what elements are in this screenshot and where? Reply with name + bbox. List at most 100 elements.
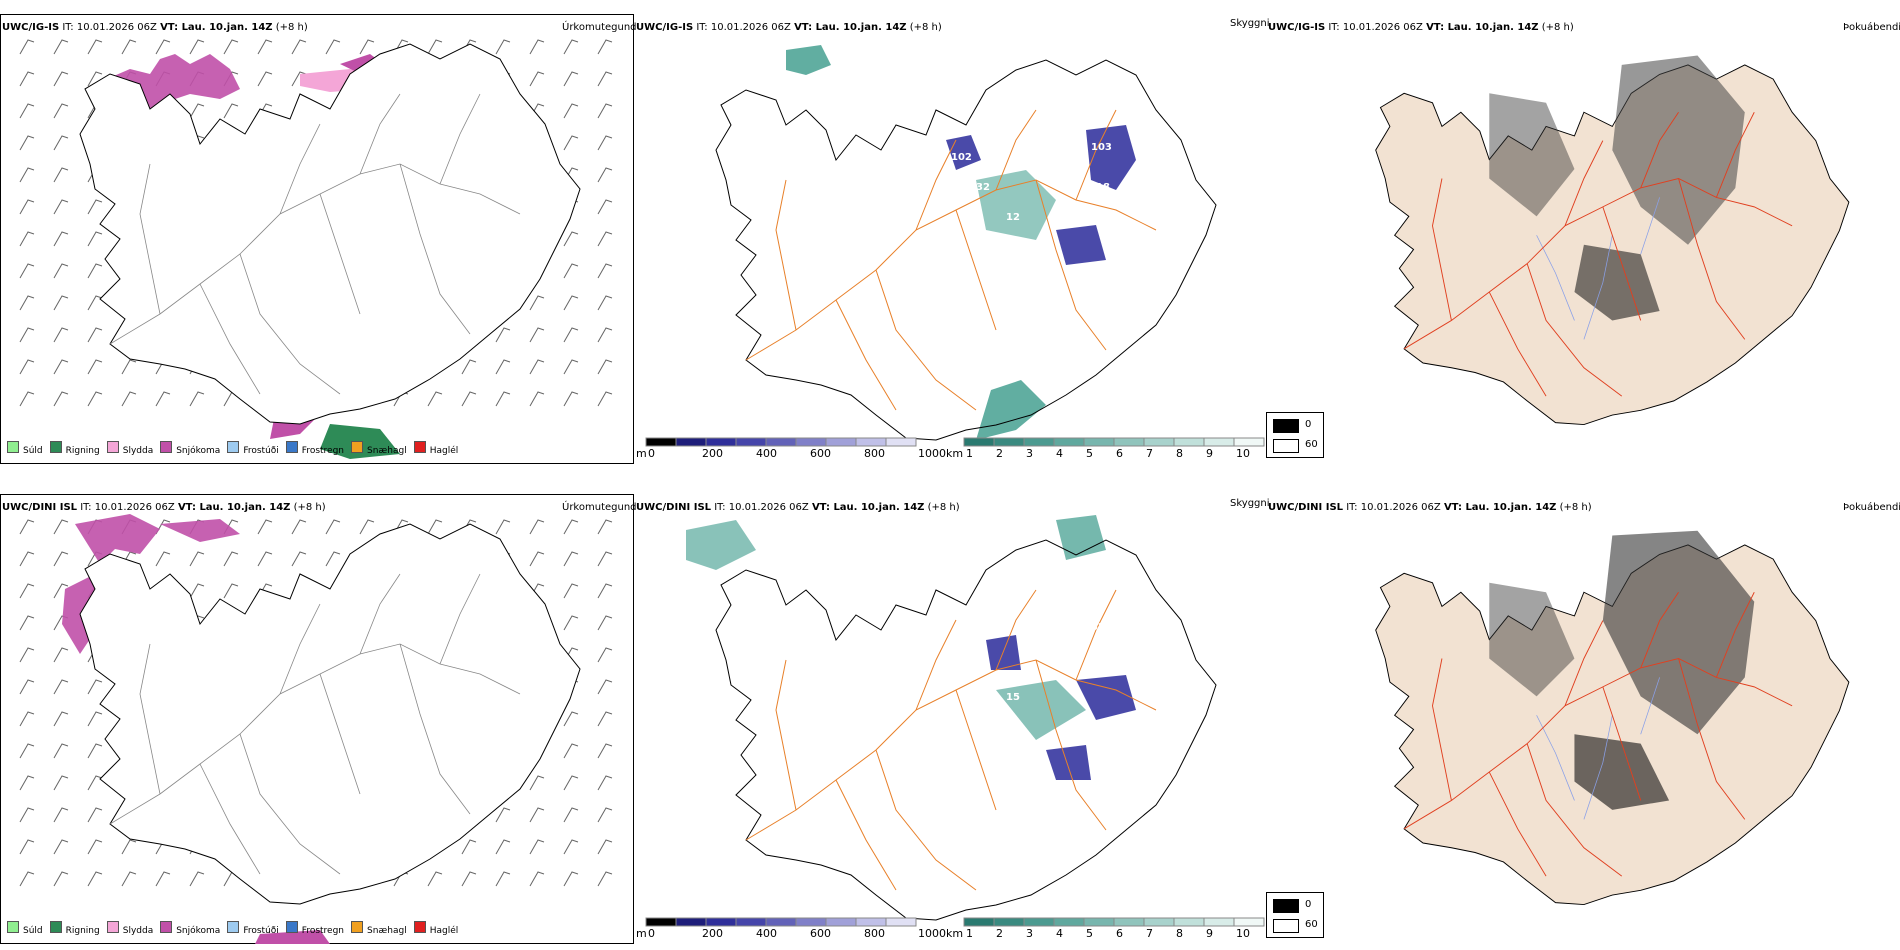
wind-barb (597, 231, 613, 247)
colorbar-tick: 200 (702, 927, 723, 940)
wind-barb (563, 711, 579, 727)
colorbar-tick: 3 (1026, 447, 1033, 460)
wind-barb (291, 39, 307, 55)
colorbar-segment (855, 917, 887, 927)
colorbar-tick: 9 (1206, 447, 1213, 460)
init-time: IT: 10.01.2026 06Z (696, 22, 791, 33)
wind-barb (495, 39, 511, 55)
valid-time: Lau. 10.jan. 14Z (181, 22, 273, 33)
wind-barb (19, 551, 35, 567)
wind-barb (121, 39, 137, 55)
wind-barb (53, 647, 69, 663)
colorbar-tick: 2 (996, 447, 1003, 460)
wind-barb (121, 839, 137, 855)
wind-barb (427, 519, 443, 535)
visibility-value-label: 77 (751, 77, 765, 88)
wind-barb (53, 583, 69, 599)
wind-barb (461, 871, 477, 887)
lead-time: (+8 h) (927, 502, 960, 513)
wind-barb (597, 295, 613, 311)
model-name: UWC/IG-IS (1268, 22, 1326, 33)
colorbar-tick: 1 (966, 447, 973, 460)
wind-barb (563, 775, 579, 791)
roads (109, 573, 521, 875)
wind-barb (87, 359, 103, 375)
wind-barb (597, 359, 613, 375)
wind-barb (19, 839, 35, 855)
wind-barb (563, 519, 579, 535)
wind-barb (563, 39, 579, 55)
wind-barb (53, 775, 69, 791)
valid-time-label: VT: (160, 22, 182, 33)
wind-barb (189, 39, 205, 55)
legend-label: Snæhagl (367, 925, 407, 936)
visibility-value-label: 103 (1091, 142, 1112, 153)
model-name: UWC/DINI ISL (636, 502, 712, 513)
valid-time: Lau. 10.jan. 14Z (815, 22, 907, 33)
legend-swatch (7, 920, 19, 933)
wind-barb (19, 103, 35, 119)
wind-barb (529, 295, 545, 311)
wind-barb (563, 391, 579, 407)
colorbar-segment (1233, 917, 1265, 927)
wind-barb (597, 199, 613, 215)
wind-barb (19, 775, 35, 791)
visibility-map: 77 19 102 32 103 18 12 92 53 (715, 45, 1217, 441)
wind-barb (223, 583, 239, 599)
low-vis-area (1086, 125, 1136, 190)
wind-barb (19, 327, 35, 343)
wind-barb (19, 647, 35, 663)
wind-barb (19, 743, 35, 759)
colorbar-tick: 400 (756, 447, 777, 460)
precip-map (19, 514, 613, 944)
colorbar-segment (765, 917, 797, 927)
low-vis-area (1046, 745, 1091, 780)
wind-barb (53, 871, 69, 887)
wind-barb (563, 551, 579, 567)
island-outline (715, 539, 1217, 921)
wind-barb (563, 103, 579, 119)
visibility-value-label: 53 (1071, 347, 1085, 358)
init-time: IT: 10.01.2026 06Z (1346, 502, 1441, 513)
fog-legend-high: 0 (1305, 419, 1312, 430)
wind-barb (291, 71, 307, 87)
lead-time: (+8 h) (293, 502, 326, 513)
legend-swatch (227, 440, 240, 453)
fog-patch (1612, 55, 1745, 245)
colorbar-tick: 1000 (918, 447, 946, 460)
visibility-map: 332 137 22 21 52 148 15 133 151 (686, 515, 1217, 921)
visibility-value-label: 19 (1076, 92, 1090, 103)
wind-barb (53, 359, 69, 375)
wind-barb (461, 359, 477, 375)
init-time: IT: 10.01.2026 06Z (62, 22, 157, 33)
wind-barb (529, 807, 545, 823)
colorbar-tick: 4 (1056, 927, 1063, 940)
model-name: UWC/DINI ISL (1268, 502, 1344, 513)
model-name: UWC/IG-IS (636, 22, 694, 33)
wind-barb (53, 135, 69, 151)
wind-barb (87, 679, 103, 695)
colorbar-segment (963, 917, 995, 927)
colorbar-segment (1203, 437, 1235, 447)
colorbar-segment (885, 437, 917, 447)
wind-barb (87, 743, 103, 759)
legend-swatch (160, 920, 173, 933)
low-vis-area (946, 135, 981, 170)
wind-barb (19, 807, 35, 823)
wind-barb (529, 871, 545, 887)
wind-barb (495, 391, 511, 407)
wind-barb (19, 135, 35, 151)
lead-time: (+8 h) (1559, 502, 1592, 513)
wind-barb (563, 263, 579, 279)
colorbar-segment (1023, 917, 1055, 927)
colorbar-segment (1083, 437, 1115, 447)
colorbar-segment (885, 917, 917, 927)
wind-barb (529, 359, 545, 375)
colorbar-segment (993, 917, 1025, 927)
wind-barb (87, 199, 103, 215)
colorbar-segment (705, 437, 737, 447)
wind-barb (461, 391, 477, 407)
wind-barb (529, 519, 545, 535)
wind-barb (597, 871, 613, 887)
legend-label: Rigning (65, 445, 100, 456)
